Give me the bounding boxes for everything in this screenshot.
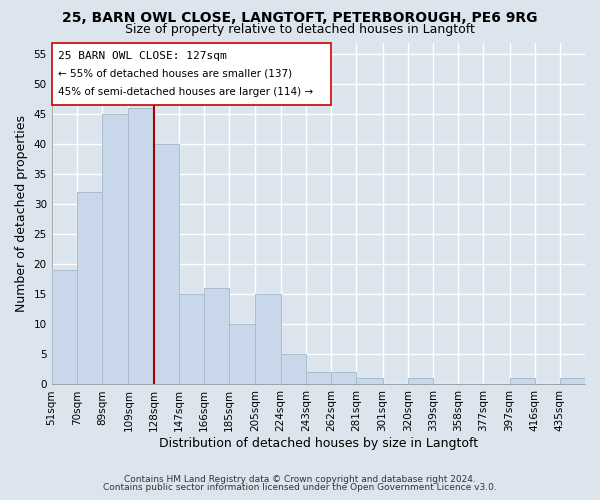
Bar	[331, 372, 356, 384]
Bar	[77, 192, 102, 384]
Text: 25, BARN OWL CLOSE, LANGTOFT, PETERBOROUGH, PE6 9RG: 25, BARN OWL CLOSE, LANGTOFT, PETERBOROU…	[62, 11, 538, 25]
Bar	[560, 378, 585, 384]
Y-axis label: Number of detached properties: Number of detached properties	[15, 115, 28, 312]
Bar	[407, 378, 433, 384]
Bar	[52, 270, 77, 384]
Text: Contains public sector information licensed under the Open Government Licence v3: Contains public sector information licen…	[103, 484, 497, 492]
Bar	[306, 372, 331, 384]
Text: 25 BARN OWL CLOSE: 127sqm: 25 BARN OWL CLOSE: 127sqm	[58, 52, 227, 62]
Bar	[509, 378, 535, 384]
Bar	[356, 378, 383, 384]
X-axis label: Distribution of detached houses by size in Langtoft: Distribution of detached houses by size …	[159, 437, 478, 450]
FancyBboxPatch shape	[52, 42, 331, 106]
Bar	[256, 294, 281, 384]
Text: Size of property relative to detached houses in Langtoft: Size of property relative to detached ho…	[125, 22, 475, 36]
Text: 45% of semi-detached houses are larger (114) →: 45% of semi-detached houses are larger (…	[58, 86, 313, 97]
Bar	[128, 108, 154, 384]
Bar	[281, 354, 306, 384]
Bar	[154, 144, 179, 384]
Text: Contains HM Land Registry data © Crown copyright and database right 2024.: Contains HM Land Registry data © Crown c…	[124, 475, 476, 484]
Bar	[229, 324, 256, 384]
Bar	[102, 114, 128, 384]
Text: ← 55% of detached houses are smaller (137): ← 55% of detached houses are smaller (13…	[58, 69, 292, 79]
Bar	[179, 294, 204, 384]
Bar	[204, 288, 229, 384]
